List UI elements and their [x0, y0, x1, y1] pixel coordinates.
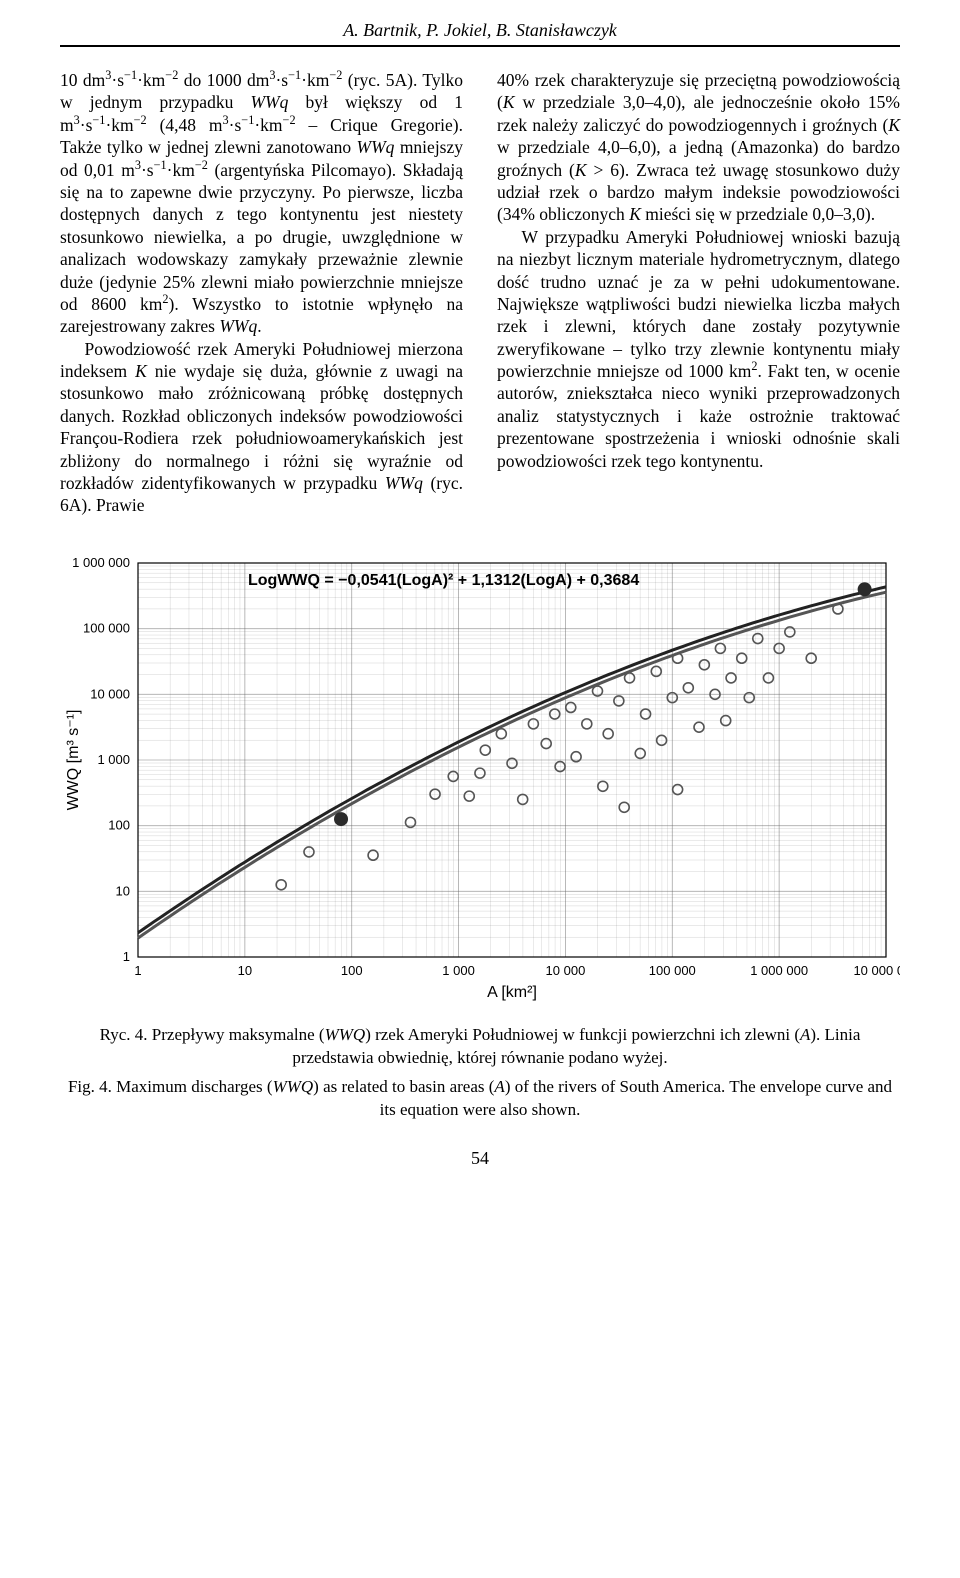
svg-text:100 000: 100 000: [649, 963, 696, 978]
svg-text:1: 1: [123, 949, 130, 964]
figure-caption: Ryc. 4. Przepływy maksymalne (WWQ) rzek …: [60, 1024, 900, 1122]
svg-text:A [km²]: A [km²]: [487, 984, 537, 1001]
column-right: 40% rzek charakteryzuje się przeciętną p…: [497, 69, 900, 517]
svg-text:1 000: 1 000: [97, 752, 130, 767]
svg-text:100: 100: [108, 817, 130, 832]
column-left: 10 dm3·s−1·km−2 do 1000 dm3·s−1·km−2 (ry…: [60, 69, 463, 517]
svg-text:1: 1: [134, 963, 141, 978]
page: A. Bartnik, P. Jokiel, B. Stanisławczyk …: [0, 0, 960, 1209]
svg-text:WWQ [m³ s⁻¹]: WWQ [m³ s⁻¹]: [65, 709, 82, 810]
figure-4: 1 10 100 1 000 10 000 100 000 1 000 000 10 000 …: [60, 545, 900, 1122]
left-paragraph-2: Powodziowość rzek Ameryki Południowej mi…: [60, 338, 463, 517]
svg-text:10 000: 10 000: [90, 686, 130, 701]
caption-pl: Ryc. 4. Przepływy maksymalne (WWQ) rzek …: [60, 1024, 900, 1070]
svg-text:1 000 000: 1 000 000: [750, 963, 808, 978]
svg-text:10 000: 10 000: [546, 963, 586, 978]
right-paragraph-2: W przypadku Ameryki Południowej wnioski …: [497, 226, 900, 472]
caption-en: Fig. 4. Maximum discharges (WWQ) as rela…: [60, 1076, 900, 1122]
svg-text:1 000: 1 000: [442, 963, 475, 978]
scatter-chart: 1 10 100 1 000 10 000 100 000 1 000 000 10 000 …: [60, 545, 900, 1005]
svg-text:100 000: 100 000: [83, 620, 130, 635]
right-paragraph-1: 40% rzek charakteryzuje się przeciętną p…: [497, 69, 900, 226]
svg-text:LogWWQ = −0,0541(LogA)² + 1,13: LogWWQ = −0,0541(LogA)² + 1,1312(LogA) +…: [248, 572, 639, 589]
page-number: 54: [60, 1148, 900, 1169]
svg-text:10: 10: [238, 963, 252, 978]
running-head: A. Bartnik, P. Jokiel, B. Stanisławczyk: [60, 20, 900, 47]
svg-text:100: 100: [341, 963, 363, 978]
svg-text:10: 10: [116, 883, 130, 898]
body-columns: 10 dm3·s−1·km−2 do 1000 dm3·s−1·km−2 (ry…: [60, 69, 900, 517]
left-paragraph-1: 10 dm3·s−1·km−2 do 1000 dm3·s−1·km−2 (ry…: [60, 69, 463, 338]
svg-text:1 000 000: 1 000 000: [72, 555, 130, 570]
svg-text:10 000 000: 10 000 000: [853, 963, 900, 978]
